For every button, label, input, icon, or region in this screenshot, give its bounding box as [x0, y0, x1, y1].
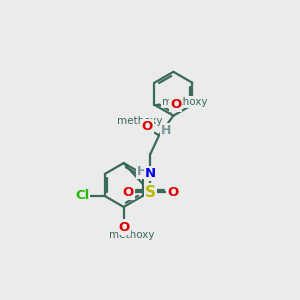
Text: H: H — [161, 124, 172, 137]
Text: O: O — [170, 98, 181, 111]
Text: H: H — [137, 165, 147, 178]
Text: methoxy: methoxy — [162, 97, 208, 107]
Text: O: O — [122, 186, 134, 199]
Text: N: N — [145, 167, 156, 180]
Text: O: O — [141, 120, 152, 133]
Text: Cl: Cl — [75, 189, 89, 202]
Text: O: O — [167, 186, 178, 199]
Text: S: S — [145, 185, 156, 200]
Text: O: O — [118, 220, 130, 233]
Text: methoxy: methoxy — [109, 230, 154, 240]
Text: methoxy: methoxy — [117, 116, 163, 125]
